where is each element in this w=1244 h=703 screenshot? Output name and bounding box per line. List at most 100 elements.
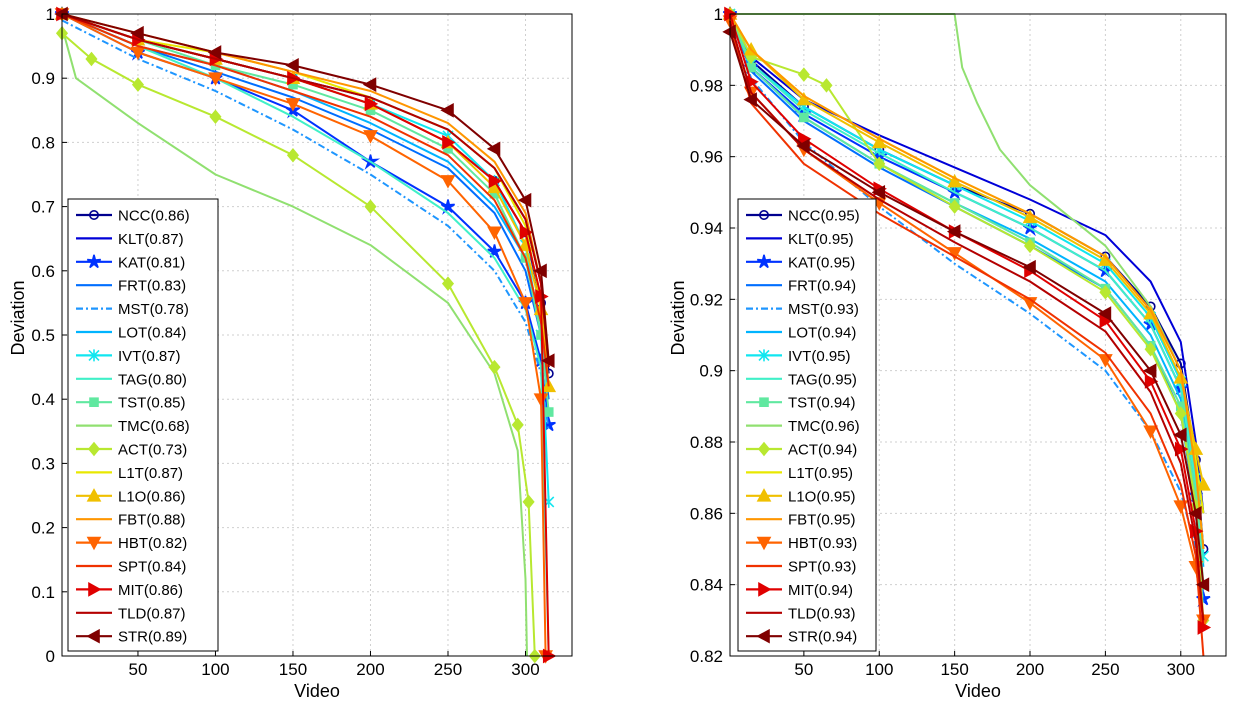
legend-label: TMC(0.68) bbox=[118, 418, 190, 435]
series-marker bbox=[131, 77, 144, 92]
legend-label: KAT(0.95) bbox=[788, 254, 855, 271]
x-tick-label: 250 bbox=[1091, 660, 1119, 679]
x-tick-label: 300 bbox=[511, 660, 539, 679]
series-marker bbox=[208, 72, 223, 86]
series-marker bbox=[799, 112, 809, 123]
legend-item: TAG(0.80) bbox=[76, 371, 187, 388]
series-marker bbox=[873, 156, 886, 172]
y-tick-label: 0.3 bbox=[31, 454, 55, 473]
x-tick-label: 50 bbox=[794, 660, 813, 679]
series-marker bbox=[1022, 259, 1036, 275]
series-marker bbox=[519, 224, 534, 240]
chart-panel-2: 50 100 150 200 250 300 0.82 0.84 0.86 0.88 0.9 0.92… bbox=[668, 5, 1227, 701]
series-marker bbox=[1195, 577, 1210, 593]
legend-label: FRT(0.94) bbox=[788, 278, 856, 295]
legend-marker bbox=[86, 254, 102, 269]
legend-label: KAT(0.81) bbox=[118, 254, 185, 271]
series-act bbox=[55, 26, 541, 664]
series-marker bbox=[1144, 342, 1157, 357]
x-tick-label: 50 bbox=[128, 660, 147, 679]
legend-item: HBT(0.82) bbox=[76, 535, 187, 552]
x-tick-label: 200 bbox=[356, 660, 384, 679]
legend-item: MIT(0.94) bbox=[746, 582, 853, 599]
legend-label: SPT(0.93) bbox=[788, 559, 856, 576]
legend-label: STR(0.94) bbox=[788, 629, 857, 646]
legend-marker bbox=[89, 397, 99, 408]
series-marker bbox=[1173, 500, 1189, 514]
series-marker bbox=[85, 51, 98, 67]
x-axis-label: Video bbox=[955, 681, 1001, 701]
series-marker bbox=[1173, 427, 1187, 443]
legend-marker bbox=[756, 254, 772, 269]
legend-item: FBT(0.95) bbox=[746, 512, 856, 529]
legend-item: SPT(0.84) bbox=[76, 559, 186, 576]
series-marker bbox=[1197, 620, 1212, 635]
legend-label: HBT(0.82) bbox=[118, 535, 187, 552]
legend-label: MIT(0.86) bbox=[118, 582, 183, 599]
y-tick-label: 0.96 bbox=[690, 148, 723, 167]
y-tick-label: 0.82 bbox=[690, 647, 723, 666]
legend-label: TAG(0.80) bbox=[118, 371, 187, 388]
legend-marker bbox=[758, 582, 772, 597]
legend: NCC(0.95) KLT(0.95) KAT(0.95) FRT(0.94) MST(… bbox=[737, 198, 877, 652]
legend-label: NCC(0.95) bbox=[788, 208, 860, 225]
legend-label: KLT(0.95) bbox=[788, 231, 854, 248]
series-marker bbox=[364, 96, 379, 112]
legend-item: MIT(0.86) bbox=[76, 582, 183, 599]
series-marker bbox=[743, 92, 757, 107]
legend-label: FRT(0.83) bbox=[118, 278, 186, 295]
series-marker bbox=[1173, 370, 1189, 384]
legend-label: L1T(0.87) bbox=[118, 465, 183, 482]
legend-label: STR(0.89) bbox=[118, 629, 187, 646]
y-axis-label: Deviation bbox=[668, 280, 688, 355]
x-tick-label: 150 bbox=[279, 660, 307, 679]
legend-label: IVT(0.87) bbox=[118, 348, 181, 365]
legend-marker bbox=[86, 488, 102, 502]
series-marker bbox=[130, 46, 146, 61]
series-marker bbox=[533, 263, 547, 279]
series-marker bbox=[130, 25, 144, 41]
series-marker bbox=[285, 58, 299, 73]
legend-label: L1O(0.95) bbox=[788, 488, 856, 505]
x-tick-label: 150 bbox=[940, 660, 968, 679]
series-marker bbox=[1143, 425, 1158, 439]
x-tick-label: 300 bbox=[1167, 660, 1195, 679]
legend-marker bbox=[759, 397, 769, 408]
legend-label: KLT(0.87) bbox=[118, 231, 184, 248]
legend-item: STR(0.94) bbox=[746, 629, 857, 646]
x-axis-label: Video bbox=[294, 681, 340, 701]
series-marker bbox=[1097, 306, 1112, 321]
series-marker bbox=[441, 276, 455, 291]
series-line bbox=[61, 13, 550, 387]
legend-item: MST(0.93) bbox=[746, 301, 859, 318]
series-marker bbox=[1196, 477, 1211, 491]
series-marker bbox=[488, 359, 501, 375]
series-marker bbox=[440, 199, 456, 215]
series-marker bbox=[486, 141, 501, 157]
legend-item: L1T(0.95) bbox=[746, 465, 853, 482]
series-line bbox=[61, 13, 547, 657]
series-marker bbox=[207, 45, 222, 60]
series-marker bbox=[947, 247, 962, 261]
legend-item: FRT(0.83) bbox=[76, 278, 186, 295]
legend-item: ACT(0.73) bbox=[76, 442, 187, 459]
y-tick-label: 0.88 bbox=[690, 433, 723, 452]
legend: NCC(0.86) KLT(0.87) KAT(0.81) FRT(0.83) MST(… bbox=[67, 198, 219, 652]
legend-label: MST(0.93) bbox=[788, 301, 859, 318]
legend-label: TST(0.94) bbox=[788, 395, 856, 412]
legend-marker bbox=[758, 210, 769, 221]
legend-item: MST(0.78) bbox=[76, 301, 189, 318]
series-marker bbox=[517, 192, 532, 208]
legend-marker bbox=[86, 628, 100, 644]
legend-item: KAT(0.95) bbox=[746, 254, 855, 271]
series-marker bbox=[1174, 406, 1187, 421]
series-marker bbox=[364, 199, 377, 214]
legend-marker bbox=[756, 536, 772, 551]
y-tick-label: 1 bbox=[714, 5, 723, 24]
y-tick-label: 0.98 bbox=[690, 76, 723, 95]
series-marker bbox=[1098, 354, 1113, 368]
y-tick-label: 0.94 bbox=[690, 219, 723, 238]
y-tick-label: 0.8 bbox=[31, 133, 55, 152]
series-line bbox=[61, 13, 550, 657]
